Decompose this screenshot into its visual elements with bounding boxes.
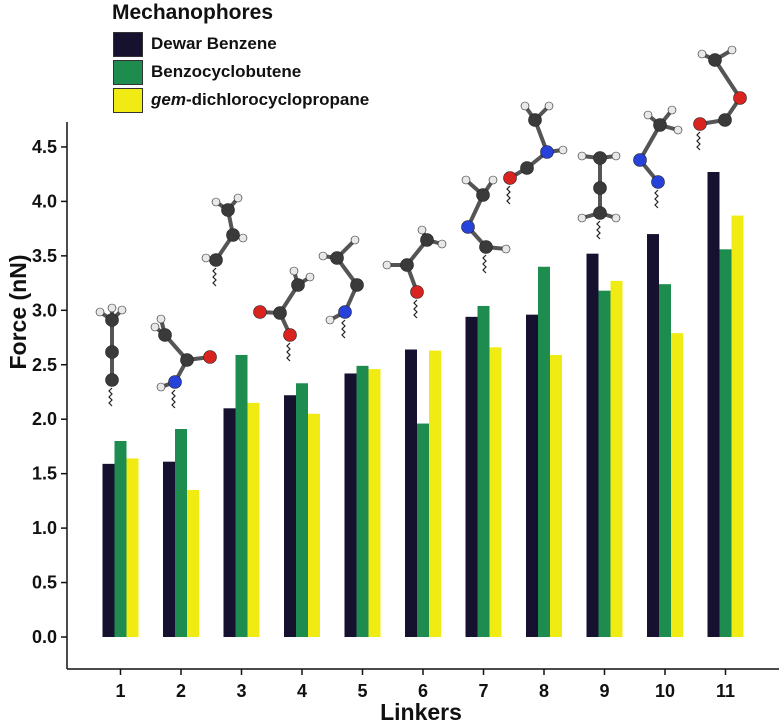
- bar-benzocyclobutene-2: [175, 429, 187, 637]
- legend-label: Dewar Benzene: [151, 34, 277, 53]
- x-tick-label: 11: [716, 681, 735, 701]
- bar-gem-dichlorocyclopropane-2: [187, 489, 199, 637]
- legend-label: Benzocyclobutene: [151, 62, 302, 81]
- bar-dewar-benzene-7: [465, 316, 478, 637]
- bar-gem-dichlorocyclopropane-11: [731, 215, 744, 637]
- y-axis-title: Force (nN): [5, 255, 31, 370]
- x-tick-label: 3: [236, 681, 246, 701]
- bar-dewar-benzene-5: [344, 373, 357, 637]
- x-tick-label: 5: [357, 681, 367, 701]
- bar-benzocyclobutene-1: [114, 440, 127, 637]
- bar-gem-dichlorocyclopropane-7: [489, 347, 502, 637]
- legend-title: Mechanophores: [112, 1, 274, 24]
- molecule-alkane-linker: [577, 151, 621, 240]
- bar-dewar-benzene-3: [223, 408, 236, 637]
- y-tick-label: 0.0: [32, 627, 57, 647]
- bar-dewar-benzene-4: [284, 395, 296, 637]
- bar-gem-dichlorocyclopropane-4: [308, 413, 320, 637]
- legend-swatch: [113, 87, 143, 113]
- y-tick-label: 2.5: [32, 355, 57, 375]
- y-tick-label: 1.0: [32, 518, 57, 538]
- y-tick-label: 3.0: [32, 300, 57, 320]
- molecule-ketone-linker: [382, 225, 447, 319]
- x-ticks: 1 2 3 4 5 6 7 8 9 10 11: [115, 669, 735, 701]
- bar-benzocyclobutene-4: [296, 383, 308, 637]
- molecule-icons: [95, 45, 747, 409]
- x-tick-label: 1: [115, 681, 125, 701]
- y-tick-label: 4.0: [32, 191, 57, 211]
- bar-gem-dichlorocyclopropane-8: [550, 354, 562, 637]
- molecule-alkene-linker: [201, 193, 248, 287]
- bars: [102, 171, 744, 638]
- bar-benzocyclobutene-6: [417, 423, 429, 637]
- legend-item-dewar-benzene: Dewar Benzene: [113, 30, 369, 58]
- bar-gem-dichlorocyclopropane-9: [610, 280, 623, 637]
- y-tick-label: 0.5: [32, 573, 57, 593]
- bar-benzocyclobutene-8: [538, 266, 550, 637]
- bar-gem-dichlorocyclopropane-1: [126, 458, 139, 637]
- legend-swatch: [113, 31, 143, 57]
- x-tick-label: 6: [418, 681, 428, 701]
- x-tick-label: 8: [539, 681, 549, 701]
- x-axis-title: Linkers: [380, 699, 462, 723]
- legend-label: gem-dichlorocyclopropane: [151, 90, 370, 109]
- bar-dewar-benzene-1: [102, 463, 115, 637]
- molecule-amine-linker: [318, 235, 364, 339]
- bar-gem-dichlorocyclopropane-6: [429, 350, 441, 637]
- molecule-ester-linker: [253, 266, 315, 362]
- molecule-ester-o-linker: [693, 45, 747, 151]
- legend-item-gem-dichlorocyclopropane: gem-dichlorocyclopropane: [113, 86, 369, 114]
- bar-benzocyclobutene-10: [659, 284, 671, 637]
- y-tick-label: 3.5: [32, 246, 57, 266]
- bar-benzocyclobutene-3: [235, 354, 248, 637]
- y-tick-label: 2.0: [32, 409, 57, 429]
- bar-benzocyclobutene-5: [356, 365, 369, 637]
- x-tick-label: 7: [478, 681, 488, 701]
- bar-benzocyclobutene-11: [719, 249, 732, 638]
- legend-item-benzocyclobutene: Benzocyclobutene: [113, 58, 369, 86]
- bar-dewar-benzene-9: [586, 253, 599, 637]
- bar-dewar-benzene-10: [647, 234, 659, 637]
- y-tick-label: 4.5: [32, 137, 57, 157]
- bar-benzocyclobutene-7: [477, 305, 490, 637]
- x-tick-label: 2: [176, 681, 186, 701]
- bar-dewar-benzene-8: [526, 314, 538, 637]
- molecule-alkyne-linker: [95, 303, 127, 407]
- legend: Mechanophores Dewar Benzene Benzocyclobu…: [112, 0, 369, 114]
- bar-dewar-benzene-6: [405, 349, 417, 637]
- x-tick-label: 9: [599, 681, 609, 701]
- bar-gem-dichlorocyclopropane-5: [368, 369, 381, 637]
- x-tick-label: 4: [297, 681, 307, 701]
- molecule-amide-linker: [503, 101, 568, 205]
- x-tick-label: 10: [655, 681, 675, 701]
- molecule-azo-linker: [633, 105, 683, 209]
- y-ticks: 0.0 0.5 1.0 1.5 2.0 2.5 3.0 3.5 4.0 4.5: [32, 137, 67, 647]
- molecule-amide-nh-linker: [150, 314, 217, 409]
- y-tick-label: 1.5: [32, 464, 57, 484]
- bar-gem-dichlorocyclopropane-10: [671, 333, 683, 637]
- molecule-amine-ethyl-linker: [461, 175, 511, 274]
- bar-gem-dichlorocyclopropane-3: [247, 402, 260, 637]
- bar-benzocyclobutene-9: [598, 290, 611, 637]
- bar-dewar-benzene-11: [707, 171, 720, 637]
- legend-swatch: [113, 59, 143, 85]
- bar-dewar-benzene-2: [163, 461, 175, 637]
